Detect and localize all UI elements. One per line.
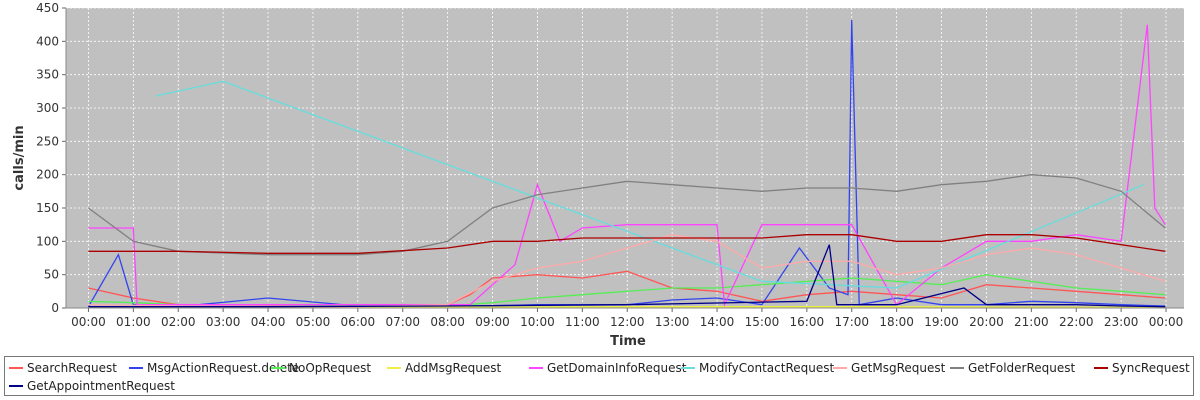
x-tick-label: 07:00	[385, 315, 420, 329]
legend-item: SyncRequest	[1094, 359, 1190, 377]
y-tick-label: 450	[36, 1, 59, 15]
legend-swatch	[9, 367, 23, 369]
series-line-getdomaininforequest	[88, 24, 1166, 308]
series-line-syncrequest	[88, 234, 1166, 254]
x-tick-label: 04:00	[251, 315, 286, 329]
x-tick-label: 21:00	[1014, 315, 1049, 329]
y-tick-label: 200	[36, 168, 59, 182]
plot-area	[66, 8, 1184, 308]
y-tick-label: 250	[36, 134, 59, 148]
legend-swatch	[387, 367, 401, 369]
legend-swatch	[950, 367, 964, 369]
x-tick-label: 00:00	[71, 315, 106, 329]
legend-label: SyncRequest	[1112, 361, 1190, 375]
legend-label: SearchRequest	[27, 361, 117, 375]
x-tick-label: 02:00	[161, 315, 196, 329]
x-tick-label: 01:00	[116, 315, 151, 329]
legend-item: GetFolderRequest	[950, 359, 1075, 377]
x-tick-label: 17:00	[834, 315, 869, 329]
x-tick-label: 11:00	[565, 315, 600, 329]
y-tick-label: 400	[36, 34, 59, 48]
legend-label: MsgActionRequest.delete	[147, 361, 300, 375]
x-tick-label: 15:00	[745, 315, 780, 329]
legend-item: SearchRequest	[9, 359, 117, 377]
x-tick-label: 09:00	[475, 315, 510, 329]
x-tick-label: 00:00	[1149, 315, 1184, 329]
legend-swatch	[9, 385, 23, 387]
y-tick-label: 300	[36, 101, 59, 115]
x-tick-label: 05:00	[296, 315, 331, 329]
y-axis-title: calls/min	[12, 125, 27, 190]
legend-label: GetMsgRequest	[851, 361, 946, 375]
x-tick-label: 08:00	[430, 315, 465, 329]
legend-item: MsgActionRequest.delete	[129, 359, 299, 377]
x-tick-label: 10:00	[520, 315, 555, 329]
x-tick-label: 03:00	[206, 315, 241, 329]
x-tick-label: 18:00	[879, 315, 914, 329]
legend-swatch	[833, 367, 847, 369]
x-tick-label: 16:00	[790, 315, 825, 329]
legend-swatch	[681, 367, 695, 369]
legend-item: AddMsgRequest	[387, 359, 501, 377]
legend-label: GetAppointmentRequest	[27, 379, 175, 393]
legend-swatch	[1094, 367, 1108, 369]
axes: 0 50 100 150 200 250 300 350 400 450 00:00 01:00 02:…	[36, 1, 1184, 329]
x-tick-label: 19:00	[924, 315, 959, 329]
series-line-getfolderrequest	[88, 174, 1166, 256]
legend: SearchRequest MsgActionRequest.delete NoOp…	[4, 356, 1194, 396]
series-line-getmsgrequest	[88, 234, 1166, 308]
legend-label: GetFolderRequest	[968, 361, 1076, 375]
legend-item: NoOpRequest	[271, 359, 371, 377]
legend-label: ModifyContactRequest	[699, 361, 835, 375]
legend-item: GetAppointmentRequest	[9, 377, 175, 395]
legend-swatch	[129, 367, 143, 369]
series-lines	[87, 19, 1166, 308]
legend-label: NoOpRequest	[289, 361, 372, 375]
grid	[66, 7, 1184, 309]
x-tick-label: 20:00	[969, 315, 1004, 329]
y-tick-label: 350	[36, 68, 59, 82]
x-tick-label: 12:00	[610, 315, 645, 329]
series-line-getappointmentrequest	[88, 244, 1166, 308]
series-line-modifycontactrequest	[155, 80, 1144, 289]
x-tick-label: 06:00	[341, 315, 376, 329]
legend-item: ModifyContactRequest	[681, 359, 834, 377]
y-tick-label: 50	[44, 268, 59, 282]
legend-label: GetDomainInfoRequest	[547, 361, 687, 375]
chart: 0 50 100 150 200 250 300 350 400 450 00:00 01:00 02:…	[12, 1, 1184, 349]
legend-item: GetMsgRequest	[833, 359, 945, 377]
y-tick-label: 100	[36, 234, 59, 248]
legend-swatch	[271, 367, 285, 369]
x-tick-label: 22:00	[1059, 315, 1094, 329]
y-tick-label: 150	[36, 201, 59, 215]
legend-swatch	[529, 367, 543, 369]
y-tick-label: 0	[51, 301, 59, 315]
x-tick-label: 23:00	[1104, 315, 1139, 329]
legend-item: GetDomainInfoRequest	[529, 359, 686, 377]
x-axis-title: Time	[610, 334, 646, 349]
legend-label: AddMsgRequest	[405, 361, 502, 375]
x-tick-label: 13:00	[655, 315, 690, 329]
x-tick-label: 14:00	[700, 315, 735, 329]
